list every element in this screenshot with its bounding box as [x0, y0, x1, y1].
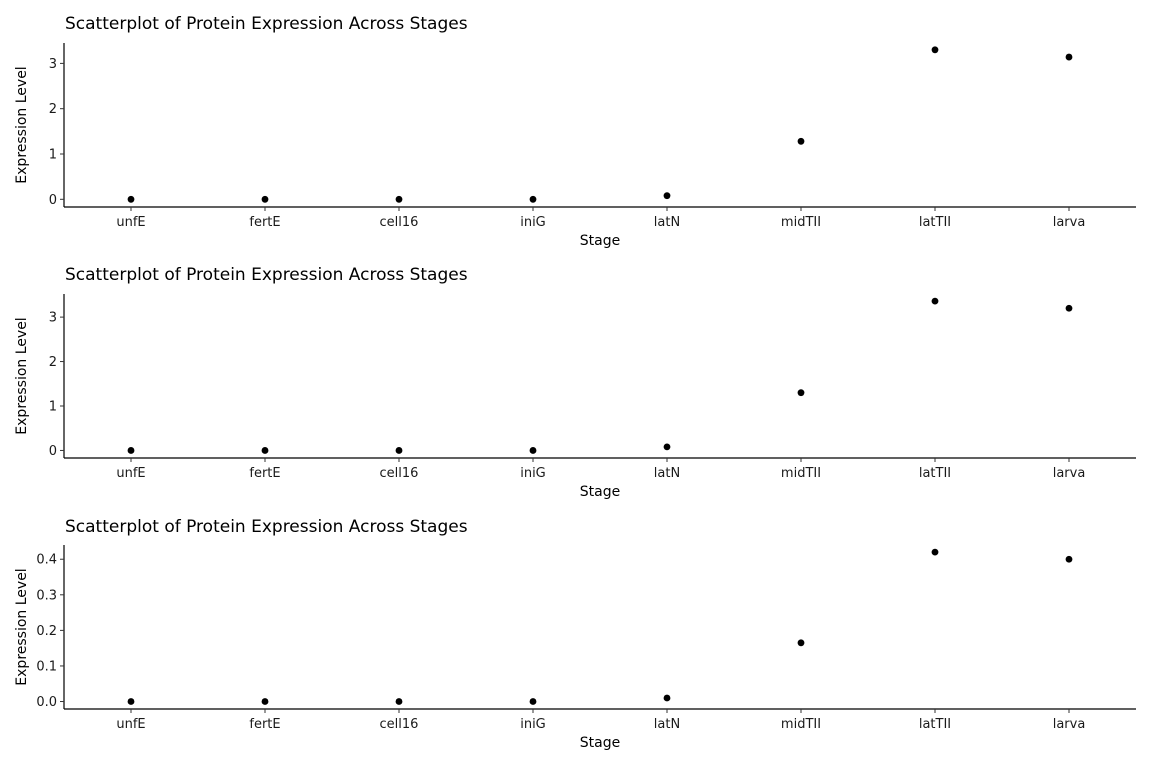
data-point — [931, 297, 939, 305]
y-tick-label: 3 — [49, 57, 57, 72]
data-point — [797, 137, 805, 145]
x-tick-label: larva — [1053, 717, 1086, 732]
data-point — [127, 447, 135, 454]
x-axis-title: Stage — [580, 484, 620, 500]
chart-panel-1: Scatterplot of Protein Expression Across… — [14, 14, 1136, 249]
y-tick-label: 0.3 — [36, 588, 57, 603]
y-tick-label: 2 — [49, 355, 57, 370]
x-axis-title: Stage — [580, 735, 620, 751]
data-point — [797, 639, 805, 647]
data-point — [663, 694, 671, 702]
data-point — [261, 698, 269, 705]
data-point — [261, 195, 269, 203]
y-tick-label: 3 — [49, 311, 57, 326]
data-point — [529, 447, 537, 454]
x-tick-label: latTII — [919, 466, 951, 481]
y-tick-label: 1 — [49, 147, 57, 162]
y-tick-label: 2 — [49, 102, 57, 117]
x-tick-label: latN — [654, 215, 680, 230]
chart-title: Scatterplot of Protein Expression Across… — [65, 14, 468, 34]
data-point — [261, 447, 269, 454]
data-point — [797, 389, 805, 397]
data-point — [1065, 555, 1073, 563]
y-axis-title: Expression Level — [14, 568, 30, 685]
x-tick-label: fertE — [249, 466, 280, 481]
x-tick-label: midTII — [781, 717, 821, 732]
x-tick-label: cell16 — [380, 466, 419, 481]
x-tick-label: cell16 — [380, 717, 419, 732]
y-tick-label: 0.0 — [36, 695, 57, 710]
data-point — [663, 192, 671, 200]
x-tick-label: unfE — [116, 215, 145, 230]
x-tick-label: iniG — [520, 466, 546, 481]
x-tick-label: latN — [654, 717, 680, 732]
y-tick-label: 0 — [49, 444, 57, 459]
x-tick-label: unfE — [116, 717, 145, 732]
data-point — [1065, 53, 1073, 61]
x-tick-label: fertE — [249, 717, 280, 732]
x-tick-label: cell16 — [380, 215, 419, 230]
y-tick-label: 0.1 — [36, 659, 57, 674]
x-tick-label: larva — [1053, 466, 1086, 481]
y-axis-title: Expression Level — [14, 317, 30, 434]
chart-panel-3: Scatterplot of Protein Expression Across… — [14, 517, 1136, 751]
y-tick-label: 0.4 — [36, 553, 57, 568]
data-point — [663, 443, 671, 451]
y-tick-label: 0.2 — [36, 624, 57, 639]
x-axis-title: Stage — [580, 233, 620, 249]
data-point — [931, 548, 939, 556]
x-tick-label: fertE — [249, 215, 280, 230]
x-tick-label: latTII — [919, 215, 951, 230]
data-point — [127, 195, 135, 203]
chart-title: Scatterplot of Protein Expression Across… — [65, 517, 468, 537]
y-tick-label: 0 — [49, 193, 57, 208]
data-point — [1065, 304, 1073, 312]
y-tick-label: 1 — [49, 400, 57, 415]
chart-title: Scatterplot of Protein Expression Across… — [65, 265, 468, 285]
x-tick-label: iniG — [520, 215, 546, 230]
chart-panel-2: Scatterplot of Protein Expression Across… — [14, 265, 1136, 500]
x-tick-label: unfE — [116, 466, 145, 481]
data-point — [931, 46, 939, 54]
x-tick-label: midTII — [781, 466, 821, 481]
y-axis-title: Expression Level — [14, 66, 30, 183]
x-tick-label: latTII — [919, 717, 951, 732]
data-point — [395, 195, 403, 203]
data-point — [529, 698, 537, 705]
data-point — [395, 698, 403, 705]
x-tick-label: larva — [1053, 215, 1086, 230]
x-tick-label: midTII — [781, 215, 821, 230]
data-point — [529, 195, 537, 203]
data-point — [395, 447, 403, 454]
data-point — [127, 698, 135, 705]
x-tick-label: latN — [654, 466, 680, 481]
x-tick-label: iniG — [520, 717, 546, 732]
